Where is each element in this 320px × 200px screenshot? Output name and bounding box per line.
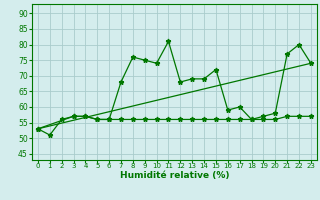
- X-axis label: Humidité relative (%): Humidité relative (%): [120, 171, 229, 180]
